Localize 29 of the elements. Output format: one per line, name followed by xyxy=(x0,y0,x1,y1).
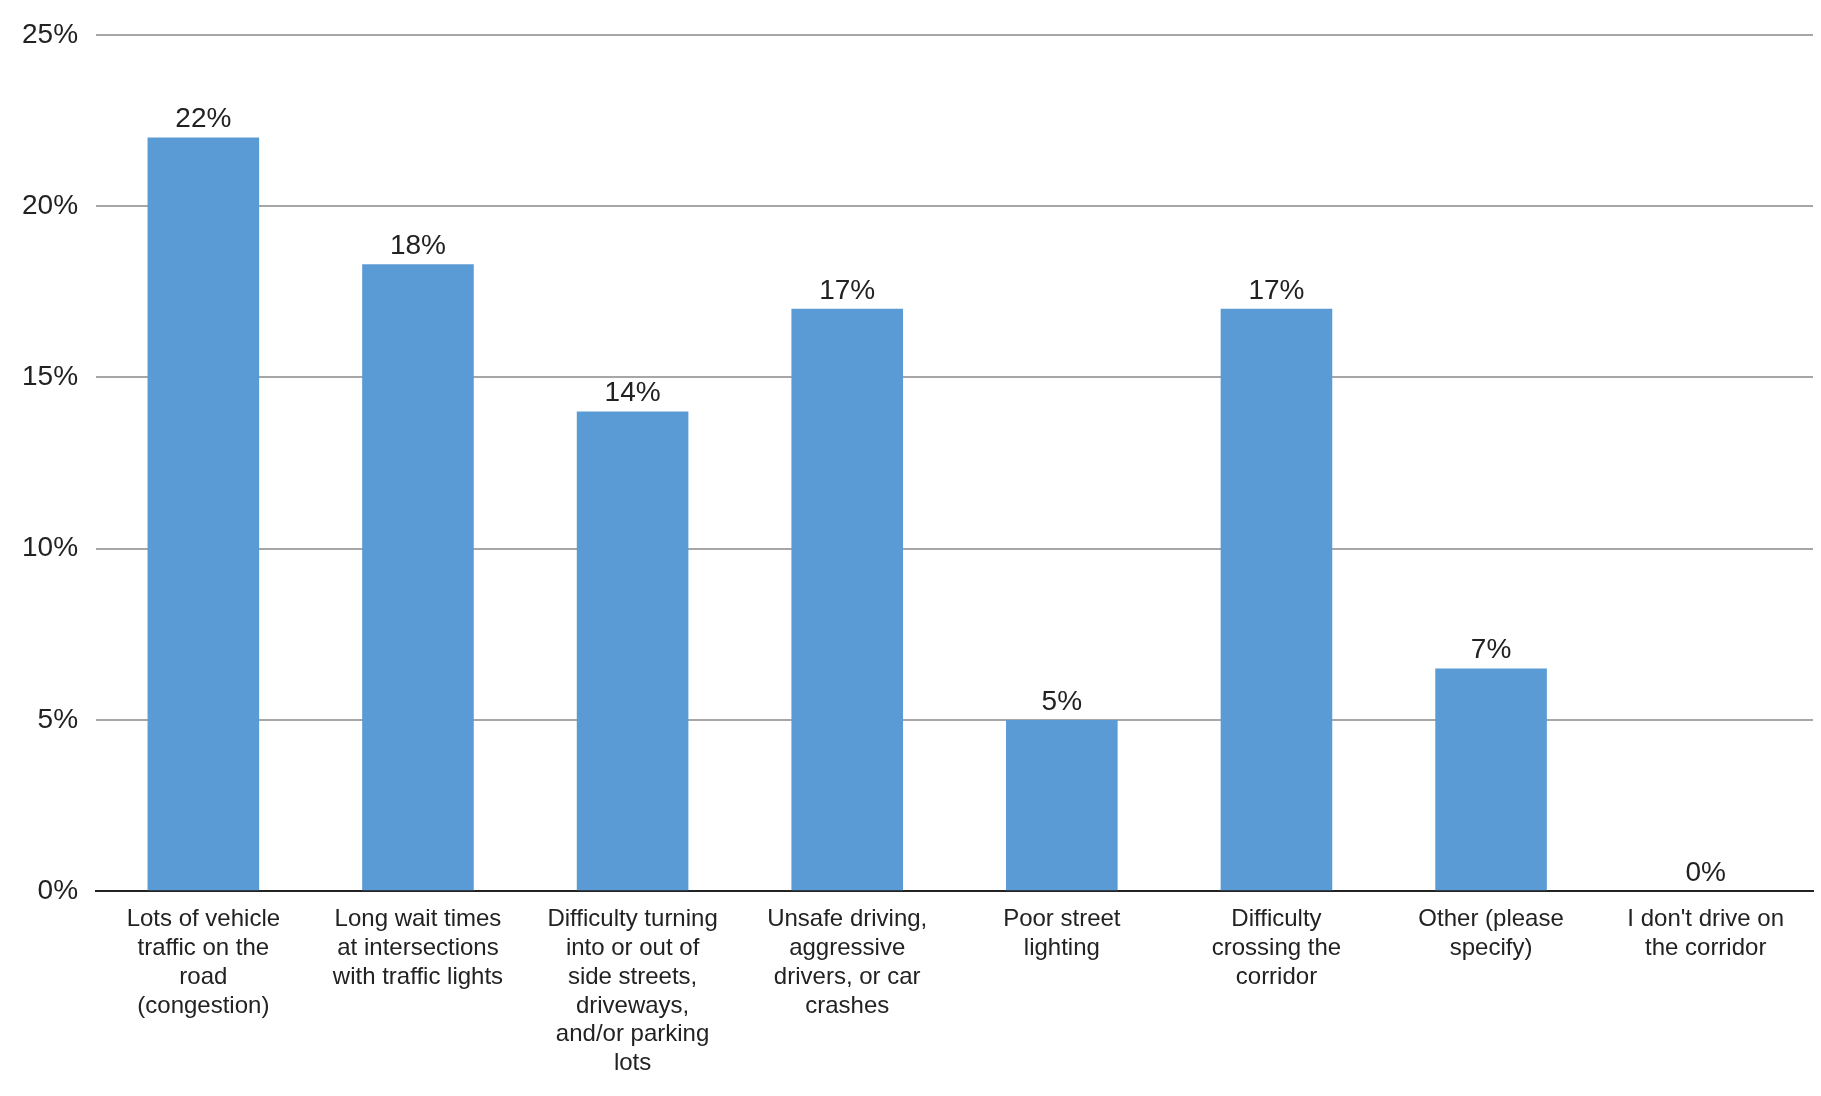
data-label: 5% xyxy=(1041,684,1083,716)
x-tick-label: Unsafe driving, aggressive drivers, or car crashes xyxy=(767,904,928,1018)
y-tick-label: 20% xyxy=(21,188,79,220)
bar xyxy=(1006,719,1118,891)
y-tick-label: 5% xyxy=(37,702,79,734)
bar xyxy=(362,264,474,891)
y-tick-label: 15% xyxy=(21,360,79,392)
data-label: 14% xyxy=(604,376,661,408)
bar xyxy=(1435,668,1547,891)
data-label: 0% xyxy=(1685,855,1726,887)
data-label: 18% xyxy=(389,229,446,261)
x-tick-label: I don't drive on the corridor xyxy=(1627,904,1785,961)
x-tick-label: Poor street lighting xyxy=(1003,904,1121,961)
bar xyxy=(576,411,689,891)
data-label: 22% xyxy=(175,102,232,134)
bar xyxy=(791,308,904,891)
data-label: 17% xyxy=(819,273,876,305)
bar xyxy=(147,137,260,891)
x-tick-label: Difficulty crossing the corridor xyxy=(1211,904,1342,989)
y-tick-label: 25% xyxy=(21,17,79,49)
x-tick-label: Lots of vehicle traffic on the road (congestion) xyxy=(126,904,281,1018)
bar xyxy=(1220,308,1333,891)
data-label: 7% xyxy=(1470,633,1512,665)
x-tick-label: Long wait times at intersections with traffic lights xyxy=(331,904,504,989)
y-tick-label: 0% xyxy=(37,873,79,905)
x-tick-label: Difficulty turning into or out of side streets, driveways, and/or parking lots xyxy=(547,904,718,1076)
data-label: 17% xyxy=(1248,273,1305,305)
x-tick-label: Other (please specify) xyxy=(1418,904,1564,961)
y-tick-label: 10% xyxy=(21,531,79,563)
